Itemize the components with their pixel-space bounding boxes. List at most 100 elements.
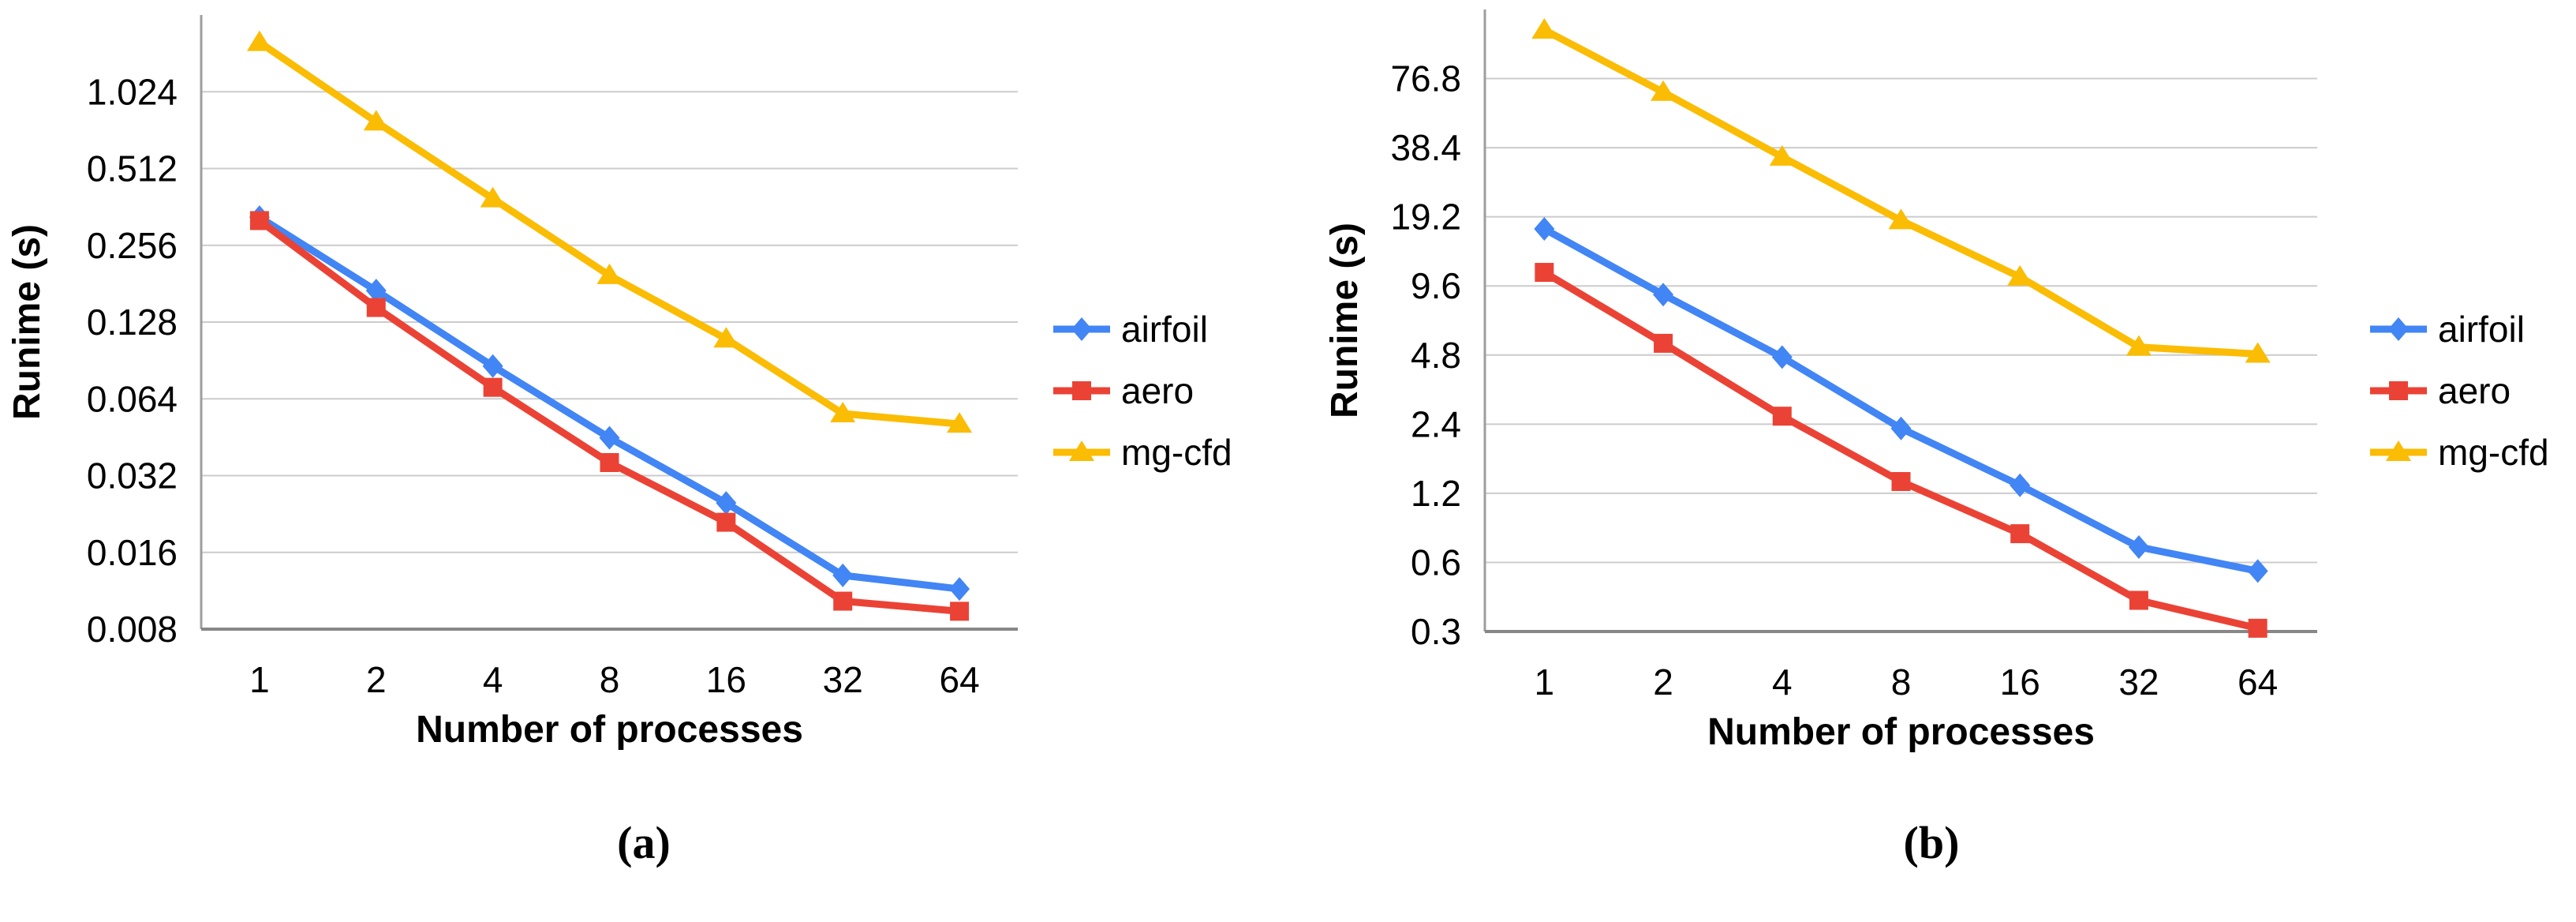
y-axis-title: Runime (s)	[1324, 223, 1366, 418]
y-tick-label: 2.4	[1411, 403, 1461, 444]
series-marker-airfoil	[2128, 534, 2149, 559]
y-tick-label: 1.2	[1411, 473, 1461, 514]
series-marker-mg-cfd	[596, 263, 623, 284]
series-line-mg-cfd	[257, 39, 960, 428]
series-marker-airfoil	[1771, 345, 1793, 369]
series-marker-airfoil	[1890, 416, 1912, 440]
y-tick-label: 0.008	[87, 609, 178, 650]
series-marker-airfoil	[482, 354, 503, 378]
series-marker-mg-cfd	[480, 186, 506, 208]
series-marker-aero	[366, 298, 386, 317]
series-line-airfoil	[1542, 226, 2259, 575]
x-tick-label: 1	[1535, 662, 1555, 703]
x-tick-label: 64	[2238, 662, 2278, 703]
legend-label: mg-cfd	[1121, 432, 1232, 473]
y-tick-label: 0.064	[87, 378, 178, 419]
legend-marker-square-icon	[1072, 381, 1091, 400]
figure-a-caption: (a)	[617, 817, 671, 868]
y-tick-label: 0.128	[87, 302, 178, 343]
series-marker-mg-cfd	[713, 327, 739, 348]
x-tick-label: 1	[249, 659, 270, 700]
series-marker-mg-cfd	[1888, 208, 1914, 230]
series-marker-aero	[833, 591, 853, 611]
legend-marker-diamond-icon	[2388, 317, 2409, 341]
legend-label: aero	[1121, 370, 1194, 411]
y-tick-label: 0.6	[1411, 542, 1461, 583]
series-marker-airfoil	[1653, 283, 1674, 307]
y-tick-label: 76.8	[1390, 58, 1461, 99]
x-tick-label: 4	[483, 659, 503, 700]
x-tick-label: 8	[600, 659, 620, 700]
y-tick-label: 0.3	[1411, 611, 1461, 652]
legend-entry-aero: aero	[1053, 370, 1194, 411]
series-marker-aero	[1891, 472, 1911, 492]
x-tick-label: 16	[706, 659, 746, 700]
series-marker-aero	[2129, 590, 2148, 610]
x-tick-label: 16	[2000, 662, 2040, 703]
series-marker-airfoil	[716, 491, 737, 515]
series-marker-mg-cfd	[830, 401, 856, 422]
series-marker-aero	[483, 377, 503, 397]
x-tick-label: 2	[1653, 662, 1673, 703]
x-tick-label: 32	[2118, 662, 2159, 703]
legend-label: airfoil	[2438, 309, 2525, 350]
series-marker-mg-cfd	[363, 110, 389, 131]
legend-label: mg-cfd	[2438, 432, 2549, 473]
x-tick-label: 64	[939, 659, 979, 700]
series-marker-mg-cfd	[947, 412, 973, 433]
chart-a-plot: 0.008 0.016 0.032 0.064 0.128 0.256 0.512 1.024…	[6, 15, 1232, 751]
figure-a: 0.008 0.016 0.032 0.064 0.128 0.256 0.512 1.024…	[6, 15, 1232, 868]
series-marker-aero	[950, 602, 970, 621]
x-tick-label: 4	[1772, 662, 1793, 703]
series-marker-mg-cfd	[2125, 335, 2152, 356]
legend-label: airfoil	[1121, 309, 1208, 350]
series-marker-airfoil	[2247, 559, 2268, 583]
legend-marker-triangle-icon	[2386, 440, 2411, 461]
y-tick-label: 0.512	[87, 148, 178, 189]
series-marker-mg-cfd	[1769, 144, 1795, 166]
figure-b-caption: (b)	[1903, 817, 1960, 868]
series-marker-airfoil	[1534, 217, 1555, 242]
chart-b-plot: 0.3 0.6 1.2 2.4 4.8 9.6 19.2 38.4 76.8 1 2 4 8 16 32 64…	[1324, 9, 2549, 753]
series-marker-aero	[1654, 333, 1673, 353]
figure-b: 0.3 0.6 1.2 2.4 4.8 9.6 19.2 38.4 76.8 1 2 4 8 16 32 64…	[1288, 0, 2575, 922]
legend-marker-triangle-icon	[1069, 440, 1094, 461]
series-marker-aero	[2010, 524, 2030, 544]
y-tick-label: 4.8	[1411, 335, 1461, 376]
series-marker-airfoil	[832, 563, 854, 587]
legend-marker-square-icon	[2389, 381, 2408, 400]
y-tick-label: 9.6	[1411, 265, 1461, 306]
series-marker-aero	[600, 452, 619, 472]
x-tick-label: 8	[1891, 662, 1912, 703]
y-tick-label: 1.024	[87, 71, 178, 112]
legend-entry-aero: aero	[2370, 370, 2511, 411]
legend-entry-mg-cfd: mg-cfd	[2370, 432, 2549, 473]
series-marker-mg-cfd	[1531, 18, 1557, 39]
y-tick-label: 19.2	[1390, 197, 1461, 238]
series-marker-aero	[249, 211, 269, 230]
legend-entry-airfoil: airfoil	[2370, 309, 2525, 350]
series-marker-mg-cfd	[2245, 342, 2271, 363]
y-tick-label: 0.256	[87, 225, 178, 266]
series-marker-mg-cfd	[246, 30, 272, 51]
y-tick-label: 38.4	[1390, 127, 1461, 168]
legend-label: aero	[2438, 370, 2511, 411]
y-tick-label: 0.016	[87, 532, 178, 573]
series-marker-aero	[716, 512, 736, 532]
series-line-aero	[1542, 269, 2259, 632]
series-marker-airfoil	[365, 279, 387, 303]
y-axis-title: Runime (s)	[6, 224, 48, 420]
x-axis-title: Number of processes	[416, 709, 803, 751]
series-marker-airfoil	[599, 425, 620, 450]
x-axis-title: Number of processes	[1707, 711, 2095, 753]
series-marker-mg-cfd	[2007, 264, 2033, 286]
x-tick-label: 2	[366, 659, 387, 700]
series-marker-aero	[1535, 263, 1554, 283]
legend-marker-diamond-icon	[1071, 317, 1092, 341]
x-tick-label: 32	[823, 659, 863, 700]
series-marker-airfoil	[2010, 473, 2031, 497]
series-marker-airfoil	[949, 577, 970, 602]
series-marker-mg-cfd	[1651, 80, 1677, 101]
y-tick-label: 0.032	[87, 455, 178, 497]
